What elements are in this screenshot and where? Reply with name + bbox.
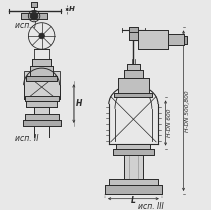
Bar xyxy=(116,144,150,148)
Bar xyxy=(27,101,57,107)
Bar xyxy=(27,76,57,81)
Bar xyxy=(27,76,57,81)
Bar xyxy=(32,59,51,66)
Bar xyxy=(25,114,59,120)
Bar xyxy=(32,59,51,66)
Bar xyxy=(184,36,187,43)
Bar xyxy=(115,93,152,97)
Bar xyxy=(105,185,162,194)
Text: исп. I: исп. I xyxy=(15,21,36,30)
Bar xyxy=(30,66,53,77)
Bar xyxy=(127,64,140,70)
Bar xyxy=(129,28,138,32)
Text: L: L xyxy=(131,196,136,205)
Bar xyxy=(129,28,138,32)
Bar xyxy=(21,13,47,19)
Bar xyxy=(105,185,162,194)
Bar xyxy=(113,148,154,155)
Text: H-DN 600: H-DN 600 xyxy=(168,109,172,137)
Bar xyxy=(31,2,37,7)
Bar xyxy=(129,32,138,40)
Bar xyxy=(118,77,149,95)
Text: H: H xyxy=(69,7,75,12)
Bar xyxy=(113,148,154,155)
Bar xyxy=(127,64,140,70)
Bar xyxy=(124,70,143,77)
Bar xyxy=(124,155,143,179)
Bar xyxy=(168,34,184,45)
Bar xyxy=(168,34,184,45)
Bar xyxy=(30,66,53,77)
Bar xyxy=(21,13,47,19)
Bar xyxy=(25,114,59,120)
Bar xyxy=(184,36,187,43)
Bar xyxy=(129,32,138,40)
Text: исп. II: исп. II xyxy=(15,134,39,143)
Circle shape xyxy=(39,33,45,39)
Bar xyxy=(34,107,49,120)
Bar xyxy=(23,120,61,126)
Bar xyxy=(138,30,168,49)
Bar xyxy=(31,2,37,7)
Text: H-DN 500,800: H-DN 500,800 xyxy=(185,90,191,131)
Bar xyxy=(109,179,158,185)
Bar xyxy=(124,155,143,179)
Bar xyxy=(23,120,61,126)
Text: исп. III: исп. III xyxy=(138,202,164,210)
Bar xyxy=(118,77,149,95)
Text: H: H xyxy=(76,99,82,108)
Bar xyxy=(109,179,158,185)
Bar xyxy=(116,144,150,148)
Bar xyxy=(34,107,49,120)
Bar xyxy=(24,71,60,99)
Circle shape xyxy=(30,12,38,20)
Bar xyxy=(27,101,57,107)
Bar xyxy=(25,96,59,101)
Bar xyxy=(25,96,59,101)
Bar xyxy=(115,93,152,97)
Bar xyxy=(124,70,143,77)
Bar xyxy=(138,30,168,49)
